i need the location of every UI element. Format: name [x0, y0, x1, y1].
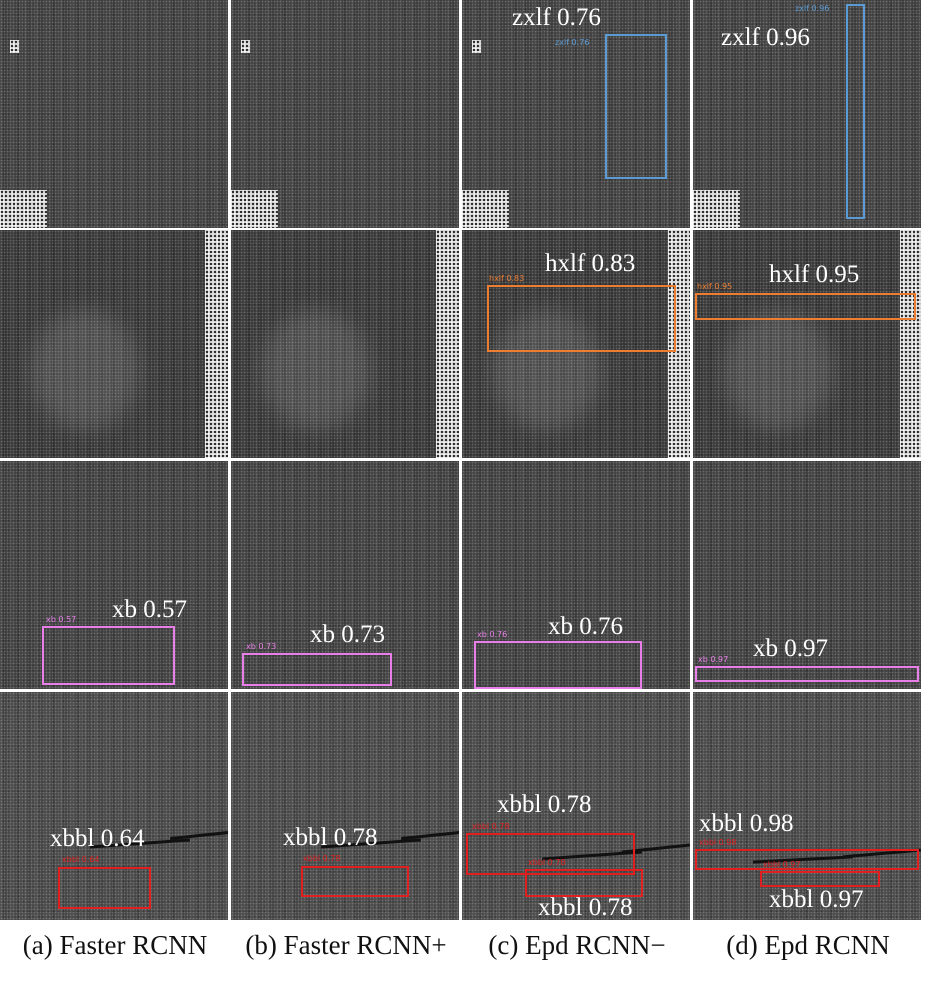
- detection-box-zxlf: [605, 34, 667, 179]
- detection-small-label: xbbl 0.78: [303, 854, 341, 863]
- detection-label: xb 0.73: [310, 621, 385, 648]
- detection-label: xbbl 0.98: [699, 810, 794, 837]
- texture-blob: [261, 310, 371, 430]
- detection-box-hxlf: [487, 285, 676, 352]
- detection-label: hxlf 0.95: [769, 261, 860, 288]
- detection-box-xb: [42, 626, 175, 685]
- detection-small-label: zxlf 0.96: [795, 4, 830, 13]
- panel-row1-epd-rcnn-minus: zxlf 0.76 zxlf 0.76: [462, 0, 690, 228]
- detection-label: xbbl 0.78: [497, 791, 592, 818]
- detection-box-xb: [242, 653, 392, 686]
- panel-row4-faster-rcnn: xbbl 0.64 xbbl 0.64: [0, 692, 228, 920]
- road-marking-patch: [0, 190, 47, 228]
- panel-row3-faster-rcnn: xb 0.57 xb 0.57: [0, 461, 228, 689]
- crack-line: [401, 830, 459, 841]
- detection-box-xbbl: [695, 849, 919, 870]
- detection-label: xbbl 0.64: [50, 825, 145, 852]
- panel-row1-faster-rcnn-plus: [231, 0, 459, 228]
- detection-box-xb: [474, 641, 642, 689]
- detection-box-xb: [695, 666, 919, 682]
- detection-small-label: zxlf 0.76: [555, 38, 590, 47]
- detection-small-label: xbbl 0.64: [62, 855, 100, 864]
- detection-small-label: xb 0.57: [46, 615, 77, 624]
- detection-box-xbbl: [466, 833, 635, 875]
- detection-label: xb 0.97: [753, 635, 828, 662]
- panel-row2-faster-rcnn-plus: [231, 230, 459, 458]
- detection-small-label: xbbl 0.78: [528, 858, 566, 867]
- detection-box-xbbl: [301, 866, 409, 897]
- detection-small-label: xbbl 0.98: [699, 838, 737, 847]
- panel-row1-faster-rcnn: [0, 0, 228, 228]
- detection-box-hxlf: [695, 293, 916, 320]
- road-marking-patch: [693, 190, 740, 228]
- detection-label: zxlf 0.96: [721, 24, 810, 51]
- panel-row2-faster-rcnn: [0, 230, 228, 458]
- lane-line-patch: [668, 230, 690, 458]
- detection-small-label: xbbl 0.97: [763, 860, 801, 869]
- detection-small-label: xb 0.73: [246, 642, 277, 651]
- caption-epd-rcnn-minus: (c) Epd RCNN−: [488, 930, 666, 960]
- detection-label: xbbl 0.78: [283, 824, 378, 851]
- panel-row4-epd-rcnn: xbbl 0.98 xbbl 0.98 xbbl 0.97 xbbl 0.97: [693, 692, 921, 920]
- road-marking-spot: [241, 40, 250, 53]
- road-marking-patch: [462, 190, 509, 228]
- texture-blob: [30, 310, 140, 430]
- detection-label: xbbl 0.78: [538, 894, 633, 920]
- road-marking-patch: [231, 190, 278, 228]
- detection-small-label: xb 0.97: [698, 655, 729, 664]
- caption-epd-rcnn: (d) Epd RCNN: [726, 930, 890, 960]
- detection-label: xb 0.57: [112, 596, 187, 623]
- panel-row4-epd-rcnn-minus: xbbl 0.78 xbbl 0.78 xbbl 0.78 xbbl 0.78: [462, 692, 690, 920]
- panel-row3-epd-rcnn-minus: xb 0.76 xb 0.76: [462, 461, 690, 689]
- texture-blob: [492, 310, 602, 430]
- detection-small-label: xb 0.76: [477, 630, 508, 639]
- panel-row2-epd-rcnn-minus: hxlf 0.83 hxlf 0.83: [462, 230, 690, 458]
- detection-box-zxlf: [846, 4, 865, 219]
- texture-blob: [723, 310, 833, 430]
- caption-faster-rcnn-plus: (b) Faster RCNN+: [245, 930, 447, 960]
- panel-row2-epd-rcnn: hxlf 0.95 hxlf 0.95: [693, 230, 921, 458]
- detection-box-xbbl: [525, 869, 643, 897]
- panel-row1-epd-rcnn: zxlf 0.96 zxlf 0.96: [693, 0, 921, 228]
- detection-label: zxlf 0.76: [512, 4, 601, 31]
- panel-row4-faster-rcnn-plus: xbbl 0.78 xbbl 0.78: [231, 692, 459, 920]
- panel-row3-epd-rcnn: xb 0.97 xb 0.97: [693, 461, 921, 689]
- road-marking-spot: [472, 40, 481, 53]
- lane-line-patch: [436, 230, 459, 458]
- detection-label: hxlf 0.83: [545, 250, 636, 277]
- road-marking-spot: [10, 40, 19, 53]
- crack-line: [170, 830, 228, 841]
- caption-faster-rcnn: (a) Faster RCNN: [22, 930, 208, 960]
- detection-box-xbbl: [58, 867, 151, 909]
- detection-box-xbbl: [760, 871, 880, 887]
- detection-small-label: xbbl 0.78: [472, 822, 510, 831]
- panel-row3-faster-rcnn-plus: xb 0.73 xb 0.73: [231, 461, 459, 689]
- lane-line-patch: [205, 230, 228, 458]
- detection-label: xbbl 0.97: [769, 886, 864, 913]
- lane-line-patch: [900, 230, 921, 458]
- detection-small-label: hxlf 0.83: [489, 274, 525, 283]
- detection-label: xb 0.76: [548, 613, 623, 640]
- detection-small-label: hxlf 0.95: [697, 282, 733, 291]
